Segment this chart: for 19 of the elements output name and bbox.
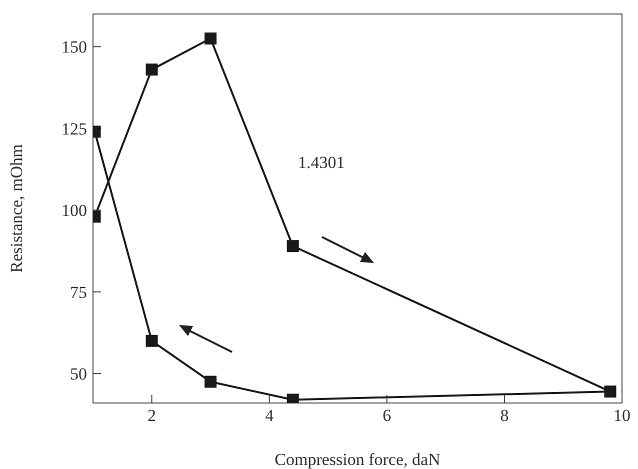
x-axis-title: Compression force, daN — [274, 450, 440, 469]
point — [286, 240, 299, 252]
y-tick-label: 100 — [62, 201, 87, 220]
x-tick-label: 6 — [382, 406, 392, 426]
point — [146, 334, 158, 347]
y-tick-label: 125 — [62, 119, 87, 138]
y-tick-label: 75 — [70, 282, 87, 302]
point — [146, 64, 158, 76]
annotation: 1.4301 — [298, 153, 345, 172]
x-tick-label: 8 — [500, 406, 509, 426]
x-tick-label: 4 — [265, 406, 274, 426]
x-tick-label: 2 — [148, 406, 156, 426]
point — [204, 32, 217, 45]
y-tick-label: 150 — [62, 38, 87, 57]
point — [604, 386, 616, 398]
point — [204, 376, 217, 388]
x-tick-label: 10 — [614, 406, 630, 426]
y-tick-label: 50 — [70, 364, 87, 384]
y-axis-title: Resistance, mOhm — [7, 144, 26, 273]
